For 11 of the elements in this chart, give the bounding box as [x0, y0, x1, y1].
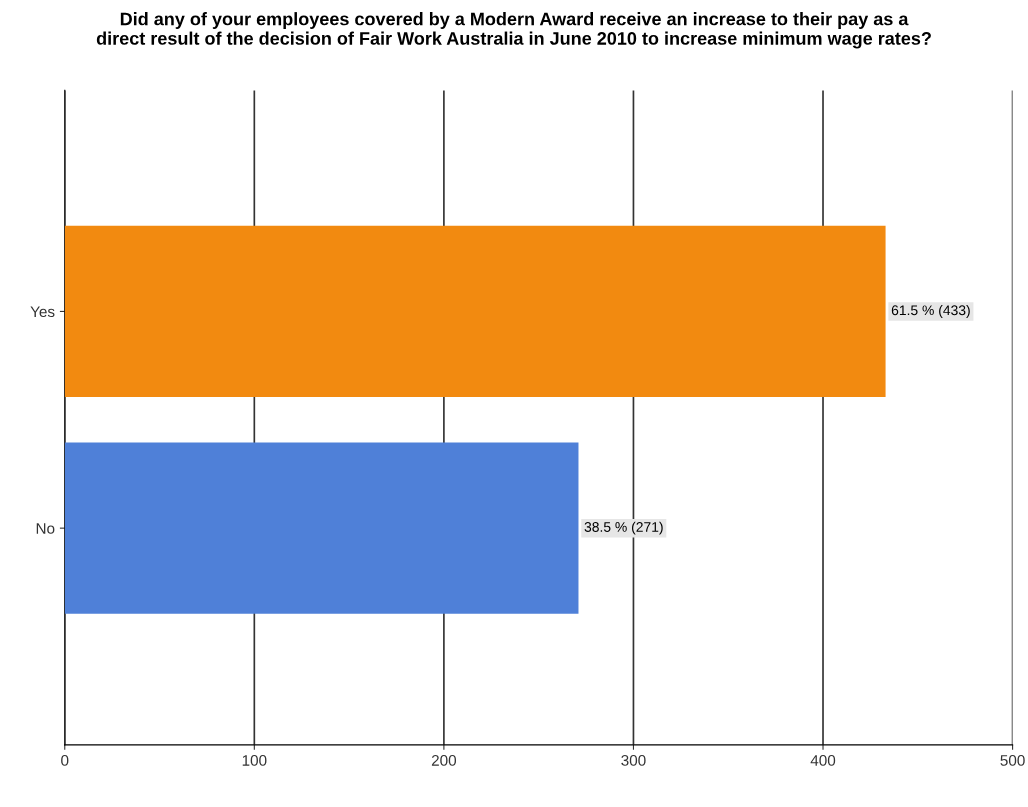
x-tick-label: 0 — [61, 754, 69, 766]
x-tick-label: 100 — [242, 754, 267, 766]
data-label: 61.5 % (433) — [891, 304, 970, 318]
y-tick-label: No — [36, 523, 55, 534]
y-tick-label: Yes — [30, 306, 55, 318]
x-tick-label: 200 — [431, 754, 457, 766]
x-tick-label: 500 — [1000, 754, 1025, 766]
chart-title: Did any of your employees covered by a Modern Award receive an increase to their pay as a direct result of the decision of Fair Work Australia in June 2010 to increase minimum wage rates? — [96, 12, 931, 49]
data-label: 38.5 % (271) — [584, 521, 663, 535]
x-tick-label: 300 — [621, 754, 646, 766]
x-tick-label: 400 — [810, 754, 836, 766]
